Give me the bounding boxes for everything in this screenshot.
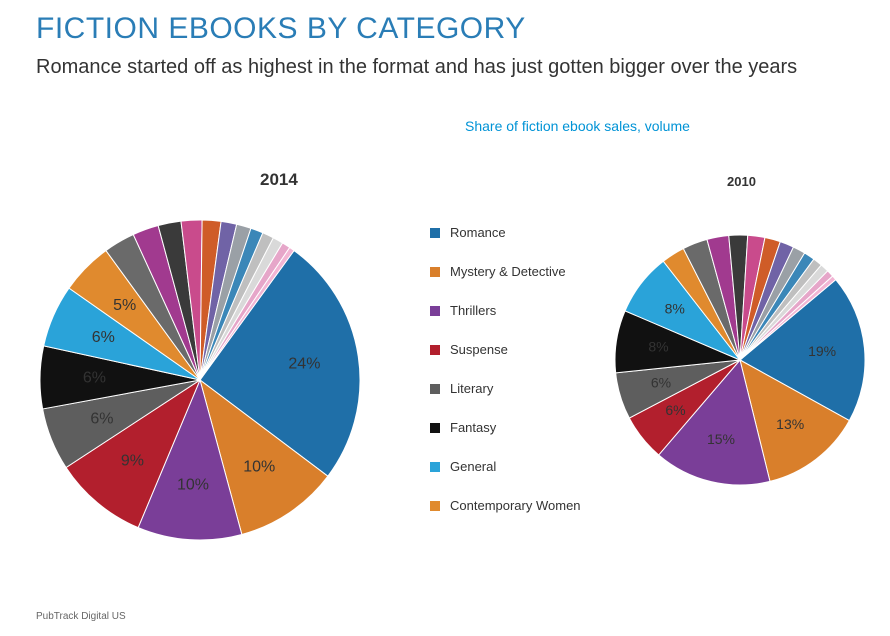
legend-swatch	[430, 423, 440, 433]
pie-slice-label: 8%	[648, 338, 668, 354]
legend-label: Thrillers	[450, 303, 496, 318]
legend-swatch	[430, 462, 440, 472]
legend-row: Suspense	[430, 342, 581, 357]
legend-row: Fantasy	[430, 420, 581, 435]
legend-label: Contemporary Women	[450, 498, 581, 513]
pie-slice-label: 24%	[288, 356, 320, 373]
pie-slice-label: 9%	[121, 452, 144, 469]
legend-swatch	[430, 345, 440, 355]
pie-chart-2010: 19% 13% 15% 6% 6% 8% 8%	[613, 233, 867, 487]
pie-slice-label: 13%	[776, 416, 804, 432]
legend-swatch	[430, 384, 440, 394]
pie-slice-label: 10%	[243, 459, 275, 476]
page-title: FICTION EBOOKS BY CATEGORY	[36, 12, 526, 46]
legend-row: Thrillers	[430, 303, 581, 318]
legend-swatch	[430, 501, 440, 511]
footer-source: PubTrack Digital US	[36, 611, 126, 622]
legend: Romance Mystery & Detective Thrillers Suspe…	[430, 225, 581, 537]
pie-slice-label: 6%	[651, 375, 671, 391]
legend-label: General	[450, 459, 496, 474]
pie-slice-label: 6%	[83, 369, 106, 386]
legend-label: Suspense	[450, 342, 508, 357]
year-label-2010: 2010	[727, 174, 756, 189]
pie-slice-label: 19%	[808, 343, 836, 359]
pie-slice-label: 5%	[113, 297, 136, 314]
year-label-2014: 2014	[260, 170, 298, 190]
legend-row: Literary	[430, 381, 581, 396]
legend-row: General	[430, 459, 581, 474]
legend-row: Romance	[430, 225, 581, 240]
pie-slice-label: 6%	[90, 410, 113, 427]
legend-row: Mystery & Detective	[430, 264, 581, 279]
legend-swatch	[430, 228, 440, 238]
page-subtitle: Romance started off as highest in the fo…	[36, 56, 797, 79]
pie-slice-label: 6%	[92, 329, 115, 346]
legend-swatch	[430, 306, 440, 316]
share-label: Share of fiction ebook sales, volume	[465, 118, 690, 134]
pie-chart-2014: 24% 10% 10% 9% 6% 6% 6% 5%	[38, 218, 362, 542]
pie-slice-label: 6%	[665, 402, 685, 418]
legend-row: Contemporary Women	[430, 498, 581, 513]
legend-label: Literary	[450, 381, 493, 396]
pie-slice-label: 10%	[177, 477, 209, 494]
legend-label: Mystery & Detective	[450, 264, 566, 279]
legend-swatch	[430, 267, 440, 277]
pie-slice-label: 8%	[665, 300, 685, 316]
pie-slice-label: 15%	[707, 431, 735, 447]
legend-label: Fantasy	[450, 420, 496, 435]
legend-label: Romance	[450, 225, 506, 240]
